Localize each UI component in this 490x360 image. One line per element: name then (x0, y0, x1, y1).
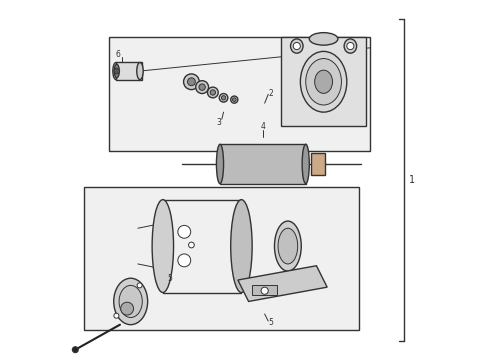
Ellipse shape (302, 144, 309, 184)
Ellipse shape (217, 144, 223, 184)
Circle shape (196, 81, 209, 94)
Circle shape (114, 313, 119, 318)
Ellipse shape (309, 33, 338, 45)
Ellipse shape (278, 228, 298, 264)
Text: 4: 4 (260, 122, 265, 131)
Circle shape (178, 254, 191, 267)
Ellipse shape (300, 51, 347, 112)
Ellipse shape (306, 59, 342, 105)
Text: 3: 3 (217, 118, 221, 127)
Ellipse shape (137, 63, 143, 80)
Ellipse shape (119, 285, 142, 318)
Circle shape (207, 87, 218, 98)
Ellipse shape (274, 221, 301, 271)
Circle shape (178, 225, 191, 238)
Circle shape (220, 94, 228, 102)
Circle shape (261, 287, 268, 294)
Ellipse shape (315, 70, 333, 93)
Circle shape (114, 68, 120, 74)
Ellipse shape (113, 63, 119, 80)
Text: 2: 2 (269, 89, 273, 98)
Text: 5: 5 (168, 274, 172, 283)
Circle shape (232, 98, 236, 102)
Ellipse shape (152, 200, 173, 293)
Circle shape (137, 283, 142, 288)
Circle shape (184, 74, 199, 90)
Circle shape (347, 42, 354, 50)
Ellipse shape (231, 200, 252, 293)
Circle shape (188, 78, 196, 86)
Circle shape (210, 90, 216, 95)
Bar (116, 63, 142, 80)
Circle shape (221, 96, 226, 100)
Circle shape (73, 347, 78, 352)
Ellipse shape (114, 64, 119, 78)
Bar (220, 144, 306, 184)
Ellipse shape (114, 278, 147, 325)
Ellipse shape (291, 39, 303, 53)
Text: 1: 1 (409, 175, 415, 185)
Polygon shape (281, 37, 367, 126)
Polygon shape (84, 187, 359, 330)
Circle shape (199, 84, 205, 90)
Bar (311, 153, 325, 175)
Circle shape (231, 96, 238, 103)
Ellipse shape (344, 39, 357, 53)
Circle shape (189, 242, 194, 248)
Circle shape (293, 42, 300, 50)
Polygon shape (109, 37, 370, 152)
Polygon shape (238, 266, 327, 301)
Bar (252, 285, 277, 296)
Circle shape (121, 302, 134, 315)
Text: 6: 6 (116, 50, 121, 59)
Text: 5: 5 (269, 318, 273, 327)
